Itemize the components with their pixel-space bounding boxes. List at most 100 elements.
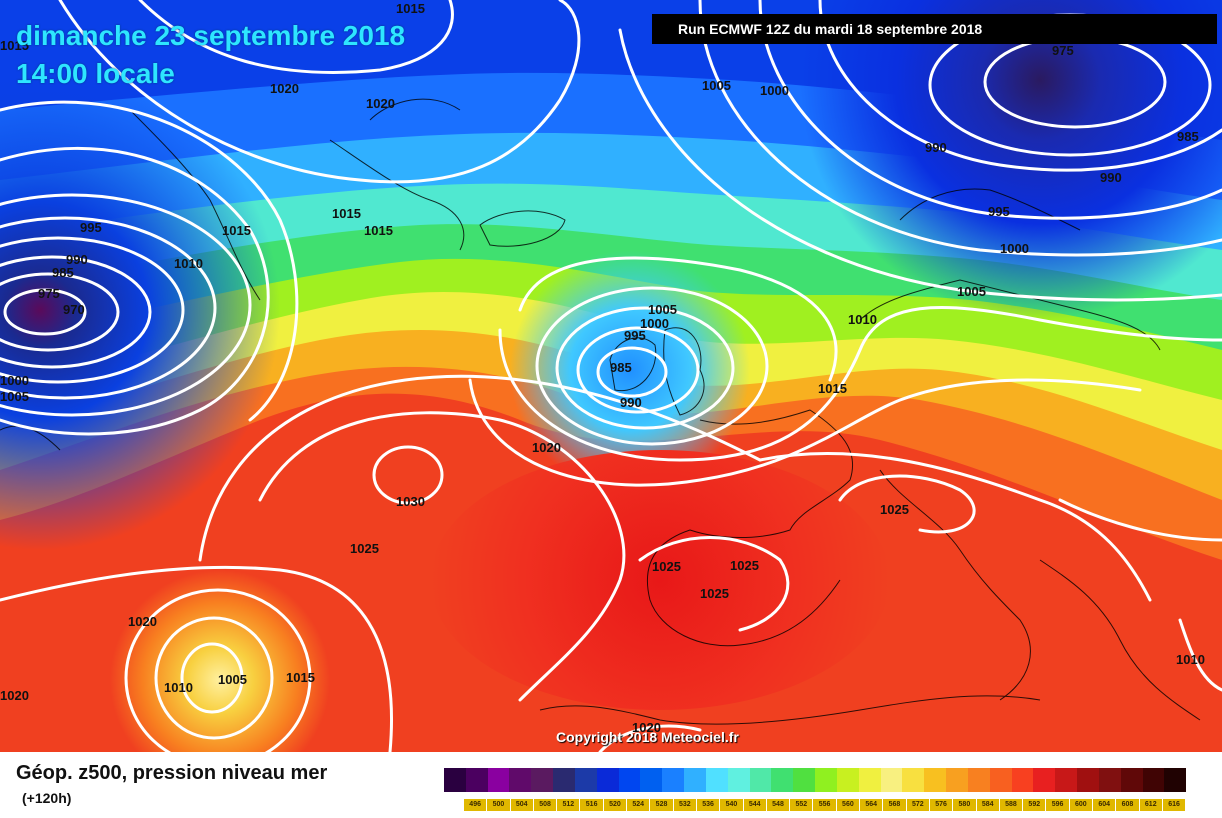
italy-outline bbox=[879, 469, 1031, 701]
isobar-label: 1000 bbox=[640, 316, 669, 331]
scale-swatch bbox=[1055, 768, 1078, 792]
scale-swatch bbox=[880, 768, 903, 792]
scale-swatch bbox=[509, 768, 532, 792]
scale-swatch bbox=[749, 768, 772, 792]
scale-label: 616 bbox=[1162, 799, 1186, 811]
scale-label: 536 bbox=[696, 799, 720, 811]
isobar-1005-uk bbox=[518, 256, 838, 382]
isobar-label: 985 bbox=[52, 265, 74, 280]
isobar-label: 990 bbox=[1100, 170, 1122, 185]
low-south-shading bbox=[110, 570, 330, 752]
isobar-label: 1020 bbox=[270, 81, 299, 96]
isobar-label: 1025 bbox=[350, 541, 379, 556]
scale-swatch bbox=[684, 768, 706, 792]
isobar-label: 1015 bbox=[222, 223, 251, 238]
forecast-time: 14:00 locale bbox=[16, 58, 175, 89]
copyright-notice: Copyright 2018 Meteociel.fr bbox=[556, 729, 739, 745]
scale-swatch bbox=[1142, 768, 1165, 792]
isobar-label: 1000 bbox=[0, 373, 29, 388]
scale-label: 504 bbox=[510, 799, 533, 811]
color-scale-labels: 496 500 504 508 512 516 520 524 528 532 536 540 544 5… bbox=[464, 799, 1186, 811]
scale-swatch bbox=[705, 768, 728, 792]
scale-swatch bbox=[858, 768, 881, 792]
balkans-coast bbox=[1039, 559, 1201, 721]
scale-swatch bbox=[618, 768, 641, 792]
isobar-label: 1005 bbox=[0, 389, 29, 404]
isobar-label: 1015 bbox=[0, 38, 29, 53]
isobar-label: 1025 bbox=[700, 586, 729, 601]
warm-core-shading bbox=[430, 450, 890, 710]
scale-swatch bbox=[1164, 768, 1187, 792]
isobar-label: 1025 bbox=[730, 558, 759, 573]
north-europe-coast bbox=[859, 279, 1161, 351]
scale-swatch bbox=[1120, 768, 1143, 792]
scale-swatch bbox=[531, 768, 554, 792]
isobar-label: 990 bbox=[66, 252, 88, 267]
scale-label: 576 bbox=[929, 799, 953, 811]
isobar-1020-africa bbox=[598, 724, 702, 752]
isobar-1000-west bbox=[0, 193, 252, 417]
scale-label: 560 bbox=[836, 799, 860, 811]
isobar-label: 1025 bbox=[652, 559, 681, 574]
isobar-label: 1000 bbox=[1000, 241, 1029, 256]
scale-label: 540 bbox=[720, 799, 743, 811]
isobars bbox=[0, 0, 1222, 752]
isobar-990-west bbox=[0, 236, 185, 384]
isobar-1015-east bbox=[1058, 498, 1222, 542]
scale-label: 604 bbox=[1093, 799, 1116, 811]
scale-swatch bbox=[444, 768, 466, 792]
isobar-970-west bbox=[3, 288, 87, 336]
isobar-label: 1020 bbox=[128, 614, 157, 629]
isobar-label: 1010 bbox=[164, 680, 193, 695]
scale-label: 552 bbox=[790, 799, 813, 811]
scale-label: 508 bbox=[533, 799, 557, 811]
isobar-1010-central bbox=[498, 306, 1222, 462]
legend-panel: Géop. z500, pression niveau mer (+120h) … bbox=[0, 752, 1222, 818]
scale-label: 556 bbox=[813, 799, 836, 811]
isobar-985-west bbox=[0, 255, 152, 369]
low-northeast-shading bbox=[800, 0, 1222, 320]
scale-swatch bbox=[465, 768, 488, 792]
isobar-label: 985 bbox=[610, 360, 632, 375]
scale-label: 516 bbox=[580, 799, 603, 811]
scale-swatch bbox=[836, 768, 859, 792]
isobar-1020-atlantic bbox=[198, 374, 762, 562]
forecast-date: dimanche 23 septembre 2018 bbox=[16, 20, 406, 51]
scale-label: 608 bbox=[1116, 799, 1139, 811]
isobar-label: 990 bbox=[925, 140, 947, 155]
isobar-label: 1015 bbox=[396, 1, 425, 16]
isobar-1030-azores bbox=[372, 445, 444, 505]
great-britain-outline bbox=[663, 327, 705, 416]
isobar-label: 1010 bbox=[848, 312, 877, 327]
isobar-label: 1005 bbox=[218, 672, 247, 687]
isobar-label: 1025 bbox=[880, 502, 909, 517]
scale-swatch bbox=[946, 768, 968, 792]
iceland-outline bbox=[479, 210, 566, 247]
isobar-990-northeast bbox=[818, 0, 1222, 172]
isobar-label: 995 bbox=[988, 204, 1010, 219]
scale-swatch bbox=[487, 768, 510, 792]
map-canvas: 1015 1015 1020 1020 1005 1000 975 985 99… bbox=[0, 0, 1222, 752]
ireland-outline bbox=[609, 337, 657, 392]
isobar-label: 1010 bbox=[1176, 652, 1205, 667]
scale-swatch bbox=[1098, 768, 1121, 792]
legend-title: Géop. z500, pression niveau mer bbox=[16, 762, 328, 784]
scale-label: 596 bbox=[1046, 799, 1069, 811]
isobar-label: 1015 bbox=[364, 223, 393, 238]
isobar-1010-south bbox=[154, 616, 274, 740]
isobar-label: 1005 bbox=[702, 78, 731, 93]
isobar-label: 970 bbox=[63, 302, 85, 317]
isobar-label: 1005 bbox=[957, 284, 986, 299]
isobar-label: 985 bbox=[1177, 129, 1199, 144]
greenland-north-coast bbox=[369, 98, 461, 121]
isobar-990-uk bbox=[576, 326, 700, 414]
color-scale bbox=[444, 768, 1187, 792]
isobar-1015-south bbox=[124, 588, 312, 752]
north-africa-coast bbox=[539, 695, 1041, 725]
scale-label: 500 bbox=[487, 799, 510, 811]
isobar-labels: 1015 1015 1020 1020 1005 1000 975 985 99… bbox=[0, 1, 1205, 735]
isobar-label: 1005 bbox=[648, 302, 677, 317]
isobar-label: 995 bbox=[80, 220, 102, 235]
isobar-1000-northeast bbox=[698, 0, 1222, 257]
scale-label: 528 bbox=[650, 799, 673, 811]
